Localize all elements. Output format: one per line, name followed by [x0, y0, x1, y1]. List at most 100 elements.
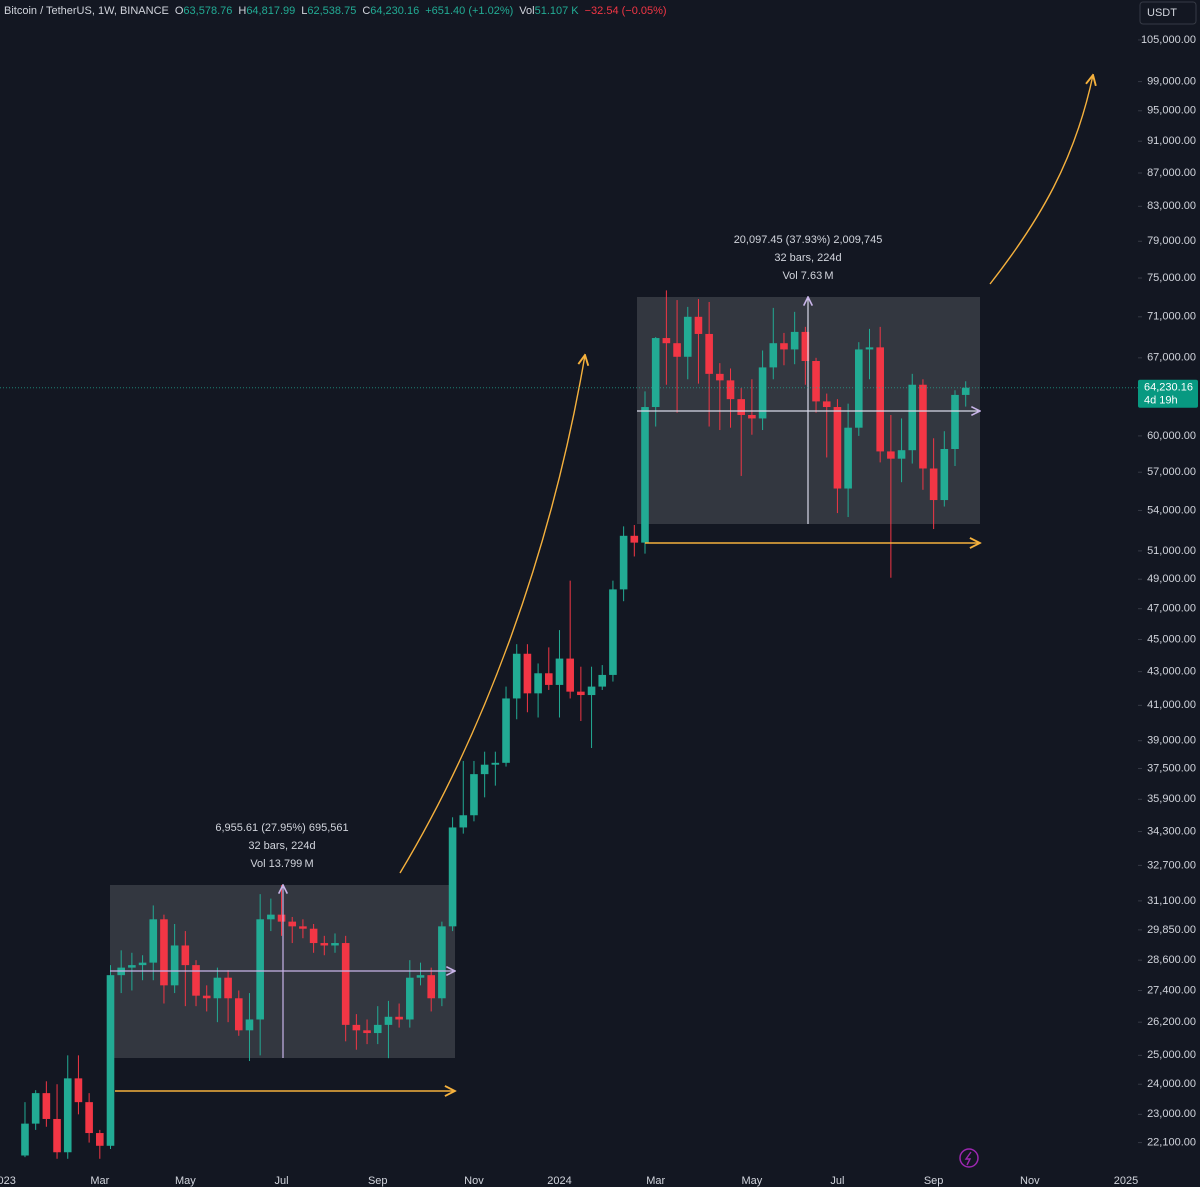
- x-tick-label: 2024: [547, 1175, 571, 1187]
- x-tick-label: May: [175, 1175, 196, 1187]
- y-tick-label: 31,100.00: [1147, 895, 1196, 907]
- candle-body: [662, 338, 671, 344]
- annotation-text: Vol 7.63 M: [782, 270, 833, 282]
- candle-body: [801, 331, 810, 362]
- candle-body: [480, 764, 489, 775]
- candle-body: [384, 1016, 393, 1025]
- candle-body: [683, 316, 692, 357]
- x-tick-label: Jul: [830, 1175, 844, 1187]
- candle-body: [85, 1102, 93, 1134]
- candle-body: [31, 1093, 40, 1124]
- candle-body: [790, 331, 799, 350]
- candle-body: [128, 965, 136, 968]
- countdown-label: 4d 19h: [1144, 395, 1178, 407]
- y-tick-label: 105,000.00: [1141, 34, 1196, 46]
- x-tick-label: Sep: [924, 1175, 944, 1187]
- field-label: O: [174, 5, 184, 17]
- candle-body: [619, 535, 628, 590]
- y-tick-label: 43,000.00: [1147, 666, 1196, 678]
- currency-label: USDT: [1147, 7, 1177, 19]
- last-price-box: [1138, 379, 1198, 408]
- candle-body: [96, 1133, 104, 1146]
- candle-body: [181, 945, 190, 966]
- candle-body: [363, 1030, 371, 1034]
- y-tick-label: 87,000.00: [1147, 167, 1196, 179]
- candle-body: [609, 589, 617, 675]
- candle-body: [940, 449, 949, 501]
- candle-body: [651, 338, 660, 408]
- candle-body: [277, 914, 286, 922]
- x-tick-label: 2025: [1114, 1175, 1138, 1187]
- vol: 51.107 K: [534, 5, 579, 17]
- candle-body: [737, 399, 746, 415]
- y-tick-label: 26,200.00: [1147, 1016, 1196, 1028]
- candle-body: [448, 827, 457, 927]
- annotation-text: 6,955.61 (27.95%) 695,561: [215, 822, 348, 834]
- candle-body: [491, 762, 500, 765]
- candle-body: [641, 407, 649, 543]
- x-tick-label: Nov: [1020, 1175, 1040, 1187]
- annotation-text: 20,097.45 (37.93%) 2,009,745: [734, 234, 883, 246]
- candle-body: [833, 407, 842, 489]
- candle-body: [299, 926, 307, 929]
- candle-body: [309, 928, 318, 944]
- arrow: [399, 355, 585, 874]
- candle-body: [726, 380, 735, 400]
- candle-body: [566, 658, 574, 692]
- y-tick-label: 24,000.00: [1147, 1078, 1196, 1090]
- last-price-label: 64,230.16: [1144, 382, 1193, 394]
- y-tick-label: 41,000.00: [1147, 699, 1196, 711]
- currency-box[interactable]: [1139, 1, 1197, 25]
- y-tick-label: 91,000.00: [1147, 135, 1196, 147]
- vol-label: Vol: [519, 5, 535, 17]
- candle-body: [502, 698, 510, 763]
- candle-body: [170, 945, 179, 986]
- candle-body: [341, 943, 350, 1025]
- candle-body: [352, 1024, 361, 1031]
- y-tick-label: 28,600.00: [1147, 954, 1196, 966]
- candle-body: [822, 401, 831, 408]
- candle-body: [961, 387, 970, 395]
- candle-body: [673, 343, 681, 357]
- candle-body: [855, 349, 863, 428]
- annotation-text: 32 bars, 224d: [248, 840, 315, 852]
- candle-body: [876, 347, 884, 452]
- candle-body: [780, 343, 788, 350]
- x-tick-label: 2023: [0, 1175, 16, 1187]
- y-tick-label: 23,000.00: [1147, 1108, 1196, 1120]
- y-tick-label: 71,000.00: [1147, 311, 1196, 323]
- x-tick-label: Mar: [646, 1175, 665, 1187]
- flash-icon[interactable]: [959, 1148, 979, 1168]
- y-tick-label: 49,000.00: [1147, 573, 1196, 585]
- candle-body: [331, 943, 339, 946]
- candle-body: [470, 774, 478, 816]
- candle-body: [630, 535, 639, 543]
- candle-body: [919, 384, 927, 469]
- x-tick-label: May: [742, 1175, 763, 1187]
- candle-body: [758, 367, 767, 419]
- x-tick-label: Mar: [90, 1175, 109, 1187]
- candle-body: [53, 1118, 61, 1153]
- x-tick-label: Sep: [368, 1175, 388, 1187]
- candle-body: [395, 1016, 403, 1020]
- candle-body: [267, 914, 275, 920]
- arrow: [989, 75, 1093, 285]
- y-tick-label: 27,400.00: [1147, 984, 1196, 996]
- candle-body: [42, 1093, 51, 1119]
- candle-body: [138, 962, 147, 966]
- candle-body: [544, 673, 553, 685]
- y-tick-label: 67,000.00: [1147, 352, 1196, 364]
- candle-body: [887, 451, 895, 459]
- y-tick-label: 79,000.00: [1147, 235, 1196, 247]
- axis: 105,000.00 99,000.00 95,000.00 91,000.00 87,…: [1138, 34, 1198, 1148]
- candle-body: [288, 921, 297, 927]
- x-tick-label: Jul: [275, 1175, 289, 1187]
- candle-body: [705, 333, 713, 374]
- change: +651.40 (+1.02%): [425, 5, 514, 17]
- candle-body: [256, 919, 264, 1020]
- candle-body: [459, 815, 468, 828]
- header: Bitcoin / TetherUS, 1W, BINANCE O 63,578.…: [4, 5, 667, 17]
- field-value: 64,817.99: [246, 5, 296, 17]
- candle-body: [234, 998, 243, 1031]
